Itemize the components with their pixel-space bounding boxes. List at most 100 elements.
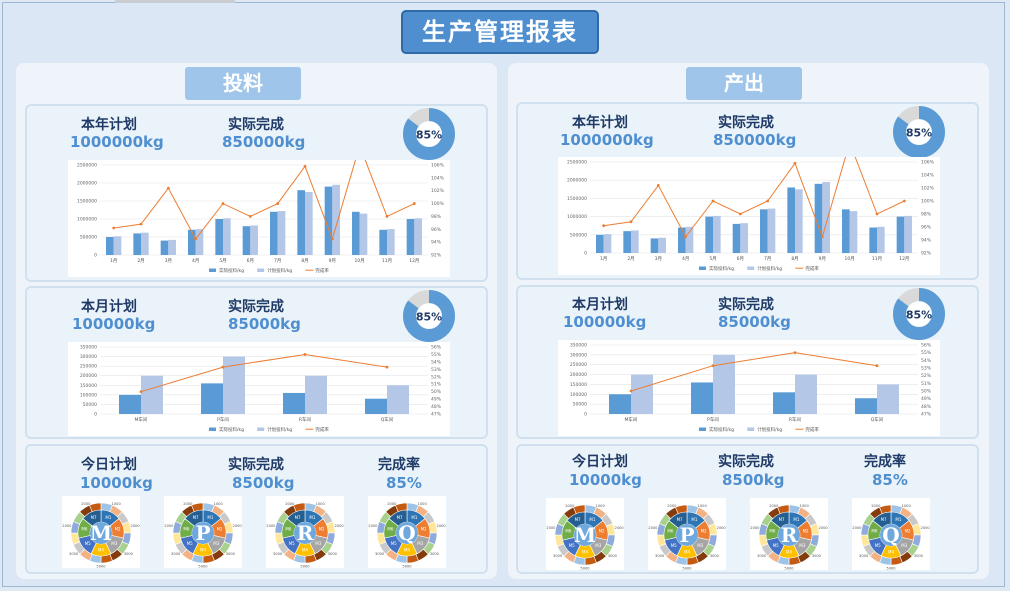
sunburst-segment-label: M3: [697, 543, 703, 548]
bar: [631, 230, 639, 253]
x-tick-label: R车间: [299, 416, 312, 423]
y2-tick-label: 94%: [431, 240, 442, 246]
sunburst-value-label: 3000: [430, 552, 440, 556]
monthly-actual-label: 实际完成: [228, 299, 284, 315]
sunburst-segment-label: M1: [589, 517, 595, 522]
x-tick-label: 8月: [301, 258, 308, 264]
legend-label: 完成率: [805, 265, 819, 272]
bar: [760, 209, 768, 253]
sunburst-segment-label: M5: [875, 543, 881, 548]
bar: [705, 216, 713, 253]
donut-hole: [906, 301, 932, 327]
bar: [623, 231, 631, 253]
sunburst-value-label: 2000: [565, 504, 575, 508]
sunburst-segment-label: M4: [302, 548, 308, 553]
x-tick-label: 5月: [709, 256, 716, 262]
bar: [359, 213, 368, 255]
legend-label: 实际投料/kg: [709, 265, 734, 272]
sunburst-value-label: 2000: [717, 526, 726, 530]
bar: [270, 211, 278, 255]
sunburst-value-label: 2000: [266, 524, 276, 528]
rate-point: [875, 364, 879, 368]
daily-actual-value: 8500kg: [232, 474, 295, 492]
y2-tick-label: 53%: [431, 367, 442, 373]
legend-swatch: [257, 268, 265, 272]
sunburst-center: [192, 522, 214, 544]
sunburst-value-label: 3000: [812, 554, 822, 558]
y-tick-label: 100000: [80, 392, 97, 398]
y2-tick-label: 54%: [431, 359, 442, 365]
sunburst-segment-label: M2: [115, 527, 121, 532]
x-tick-label: 6月: [737, 256, 744, 262]
daily-rate-value: 85%: [386, 474, 422, 492]
bar: [406, 219, 415, 255]
y-tick-label: 250000: [570, 362, 587, 368]
donut-hole: [906, 119, 932, 145]
rate-point: [221, 365, 225, 369]
workshop-letter: M: [90, 521, 112, 545]
legend-label: 完成率: [805, 426, 819, 433]
sunburst-m-output: M1 M2 M3 M4 M5 M6 M7 1000 2000 3000 5000 3000 2000 20…: [546, 498, 624, 571]
monthly-actual-value: 85000kg: [718, 313, 791, 331]
y2-tick-label: 100%: [431, 201, 445, 207]
donut-rate-label: 85%: [416, 311, 442, 324]
bar: [767, 208, 776, 253]
sunburst-segment-label: M2: [319, 527, 325, 532]
bar: [201, 383, 223, 414]
legend-label: 完成率: [315, 267, 329, 274]
sunburst-segment-label: M3: [417, 541, 423, 546]
x-tick-label: P车间: [217, 416, 229, 423]
rate-point: [385, 365, 389, 369]
donut-completed-arc: [403, 290, 455, 342]
monthly-plan-value: 100000kg: [72, 315, 156, 333]
sunburst-segment-label: M1: [309, 515, 315, 520]
sunburst-p-input: M1 M2 M3 M4 M5 M6 M7 1000 2000 3000 5000 3000 2000 20…: [164, 496, 242, 569]
rate-point: [766, 199, 770, 203]
x-tick-label: 6月: [247, 258, 254, 264]
rate-point: [330, 237, 334, 241]
bar: [352, 211, 360, 255]
x-tick-label: 2月: [627, 256, 634, 262]
rate-point: [166, 186, 170, 190]
y2-tick-label: 48%: [921, 404, 932, 410]
rate-point: [684, 235, 688, 239]
sunburst-value-label: 2000: [62, 524, 72, 528]
sunburst-segment-label: M3: [595, 543, 601, 548]
rate-line: [630, 352, 878, 392]
x-tick-label: M车间: [625, 416, 638, 423]
rate-point: [820, 235, 824, 239]
bar: [685, 226, 694, 253]
bar: [387, 229, 395, 255]
legend-swatch: [747, 266, 755, 270]
daily-plan-value: 10000kg: [569, 471, 642, 489]
donut-rate-label: 85%: [906, 127, 932, 140]
monthly-plan-value: 100000kg: [563, 313, 647, 331]
y2-tick-label: 50%: [431, 389, 442, 395]
y2-tick-label: 106%: [921, 160, 935, 166]
daily-actual-label: 实际完成: [228, 457, 284, 473]
x-tick-label: R车间: [789, 416, 802, 423]
daily-rate-label: 完成率: [378, 457, 420, 473]
bar: [795, 189, 803, 253]
rate-point: [412, 202, 416, 205]
y2-tick-label: 52%: [431, 374, 442, 380]
bar: [223, 218, 231, 255]
sunburst-value-label: 3000: [69, 552, 79, 556]
sunburst-segment-label: M6: [183, 527, 189, 532]
annual-rate-donut: 85%: [403, 108, 455, 160]
bar: [188, 229, 196, 255]
bar: [822, 182, 830, 253]
sunburst-segment-label: M7: [193, 515, 199, 520]
y2-tick-label: 102%: [431, 188, 445, 194]
sunburst-segment-label: M7: [677, 517, 683, 522]
sunburst-segment-label: M6: [285, 527, 291, 532]
y-tick-label: 0: [584, 412, 587, 418]
sunburst-value-label: 2000: [164, 524, 174, 528]
workshop-letter: R: [781, 523, 798, 547]
y-tick-label: 200000: [570, 372, 587, 378]
daily-plan-label: 今日计划: [572, 454, 628, 470]
bar: [215, 219, 223, 255]
bar: [242, 226, 251, 255]
sunburst-r-output: M1 M2 M3 M4 M5 M6 M7 1000 2000 3000 5000 3000 2000 20…: [750, 498, 828, 571]
sunburst-value-label: 1000: [214, 502, 224, 506]
